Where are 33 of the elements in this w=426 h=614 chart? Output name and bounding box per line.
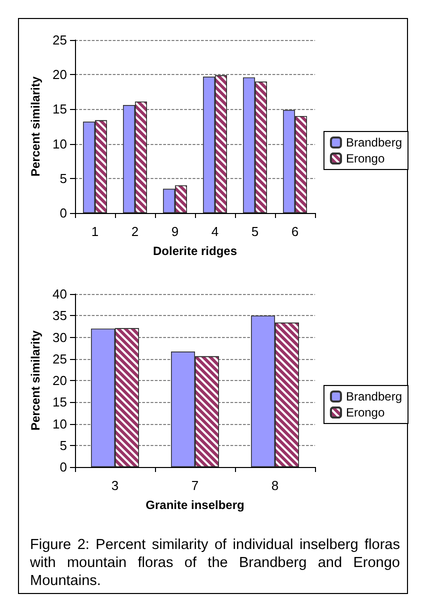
y-tick-label: 40 bbox=[52, 286, 67, 302]
y-tick-label: 20 bbox=[52, 67, 67, 82]
y-tick-label: 0 bbox=[60, 206, 67, 220]
x-tick-label: 9 bbox=[171, 224, 179, 239]
legend-label: Erongo bbox=[346, 406, 385, 420]
x-tick-label: 1 bbox=[91, 224, 99, 239]
legend-label: Brandberg bbox=[346, 390, 402, 404]
x-tick-label: 5 bbox=[251, 224, 259, 239]
x-tick-label: 8 bbox=[271, 478, 279, 493]
y-tick-label: 30 bbox=[52, 330, 67, 345]
y-tick-label: 20 bbox=[52, 373, 67, 388]
y-tick-label: 15 bbox=[52, 102, 67, 117]
x-tick-label: 3 bbox=[111, 478, 119, 493]
y-tick-label: 10 bbox=[52, 416, 67, 432]
x-tick-label: 4 bbox=[211, 224, 219, 239]
y-tick-label: 5 bbox=[60, 438, 67, 453]
y-tick-label: 25 bbox=[52, 351, 67, 366]
y-tick-label: 15 bbox=[52, 394, 67, 410]
y-axis-title: Percent similarity bbox=[28, 76, 43, 177]
x-axis-title: Granite inselberg bbox=[146, 498, 244, 512]
y-tick-label: 5 bbox=[60, 170, 67, 186]
x-tick-label: 6 bbox=[291, 224, 299, 239]
x-axis-title: Dolerite ridges bbox=[152, 244, 238, 258]
y-tick-label: 0 bbox=[60, 460, 67, 474]
x-tick-label: 7 bbox=[191, 478, 199, 493]
legend-label: Erongo bbox=[346, 152, 385, 166]
x-tick-label: 2 bbox=[131, 224, 139, 239]
y-tick-label: 25 bbox=[52, 32, 67, 48]
caption: Figure 2: Percent similarity of individual inselberg floras with mountain floras of the Brandberg and Erongo Mountains. bbox=[30, 536, 400, 590]
y-axis-title: Percent similarity bbox=[28, 330, 43, 431]
y-tick-label: 35 bbox=[52, 308, 67, 324]
legend-label: Brandberg bbox=[346, 136, 402, 150]
y-tick-label: 10 bbox=[52, 136, 67, 152]
